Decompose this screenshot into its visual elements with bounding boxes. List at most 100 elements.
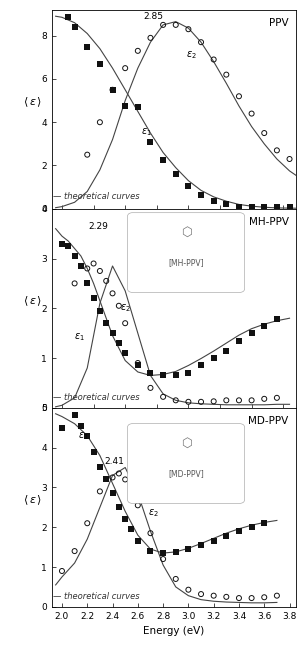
Point xyxy=(98,117,102,127)
Point xyxy=(186,24,191,34)
Point xyxy=(236,395,241,406)
Text: [MH-PPV]: [MH-PPV] xyxy=(168,258,204,267)
Point xyxy=(104,276,109,286)
Point xyxy=(173,546,178,557)
Point xyxy=(72,546,77,556)
Point xyxy=(199,540,203,550)
Text: 2.29: 2.29 xyxy=(89,222,109,231)
Point xyxy=(148,383,153,393)
Point xyxy=(72,251,77,261)
Point xyxy=(148,368,153,378)
Point xyxy=(211,536,216,546)
Point xyxy=(98,58,102,69)
Point xyxy=(274,145,279,156)
Point xyxy=(123,348,127,358)
Point xyxy=(262,321,267,331)
Y-axis label: $\langle\,\varepsilon\,\rangle$: $\langle\,\varepsilon\,\rangle$ xyxy=(23,95,43,109)
Point xyxy=(274,591,279,601)
Point xyxy=(236,91,241,101)
Text: MH-PPV: MH-PPV xyxy=(249,217,289,227)
Point xyxy=(199,397,203,407)
Point xyxy=(173,574,178,584)
Point xyxy=(224,531,229,541)
Point xyxy=(211,396,216,406)
Point xyxy=(110,84,115,95)
Point xyxy=(117,469,121,479)
Point xyxy=(236,336,241,346)
Point xyxy=(123,101,127,111)
Point xyxy=(224,395,229,406)
Point xyxy=(236,526,241,536)
Point xyxy=(274,201,279,212)
Point xyxy=(98,306,102,316)
Point xyxy=(85,42,90,52)
Text: [MD-PPV]: [MD-PPV] xyxy=(168,469,204,478)
Point xyxy=(173,19,178,30)
Point xyxy=(199,360,203,371)
Point xyxy=(274,314,279,324)
Point xyxy=(186,181,191,191)
Y-axis label: $\langle\,\varepsilon\,\rangle$: $\langle\,\varepsilon\,\rangle$ xyxy=(23,494,43,508)
Point xyxy=(129,486,134,496)
Point xyxy=(148,546,153,556)
Point xyxy=(98,266,102,276)
Point xyxy=(173,370,178,380)
Point xyxy=(135,536,140,546)
Text: — theoretical curves: — theoretical curves xyxy=(53,593,140,601)
Point xyxy=(135,45,140,56)
Point xyxy=(236,593,241,604)
Point xyxy=(91,258,96,269)
Point xyxy=(161,19,166,30)
Point xyxy=(249,108,254,119)
Point xyxy=(199,589,203,599)
Point xyxy=(91,293,96,304)
Point xyxy=(72,22,77,32)
Point xyxy=(274,393,279,403)
Point xyxy=(110,288,115,299)
Point xyxy=(104,318,109,328)
Point xyxy=(262,592,267,602)
Point xyxy=(85,263,90,274)
Point xyxy=(110,84,115,95)
Point xyxy=(110,472,115,483)
Point xyxy=(72,278,77,289)
Point xyxy=(117,338,121,349)
Point xyxy=(85,278,90,289)
Text: $\varepsilon_2$: $\varepsilon_2$ xyxy=(148,508,158,519)
Point xyxy=(224,345,229,356)
Point xyxy=(135,102,140,112)
Point xyxy=(148,136,153,147)
Point xyxy=(85,430,90,441)
Point xyxy=(186,585,191,595)
Point xyxy=(129,524,134,534)
Point xyxy=(135,500,140,511)
Point xyxy=(199,190,203,200)
Point xyxy=(211,196,216,206)
Text: $\varepsilon_1$: $\varepsilon_1$ xyxy=(74,331,85,343)
Text: ⬡: ⬡ xyxy=(181,437,192,450)
Point xyxy=(148,32,153,43)
Point xyxy=(199,37,203,47)
Text: $\varepsilon_1$: $\varepsilon_1$ xyxy=(78,430,89,441)
Point xyxy=(161,391,166,402)
Text: ⬡: ⬡ xyxy=(181,226,192,239)
Point xyxy=(262,518,267,528)
Point xyxy=(173,169,178,179)
Point xyxy=(148,528,153,539)
Point xyxy=(72,410,77,420)
Point xyxy=(117,300,121,311)
FancyBboxPatch shape xyxy=(127,213,245,292)
Point xyxy=(161,370,166,380)
Point xyxy=(123,514,127,524)
Point xyxy=(262,201,267,212)
Point xyxy=(123,318,127,328)
Point xyxy=(85,518,90,528)
Text: 2.85: 2.85 xyxy=(143,12,163,21)
X-axis label: Energy (eV): Energy (eV) xyxy=(143,626,204,636)
Point xyxy=(85,149,90,160)
Point xyxy=(59,422,64,433)
Y-axis label: $\langle\,\varepsilon\,\rangle$: $\langle\,\varepsilon\,\rangle$ xyxy=(23,295,43,308)
Point xyxy=(249,522,254,532)
Point xyxy=(161,155,166,165)
Text: MD-PPV: MD-PPV xyxy=(248,416,289,426)
